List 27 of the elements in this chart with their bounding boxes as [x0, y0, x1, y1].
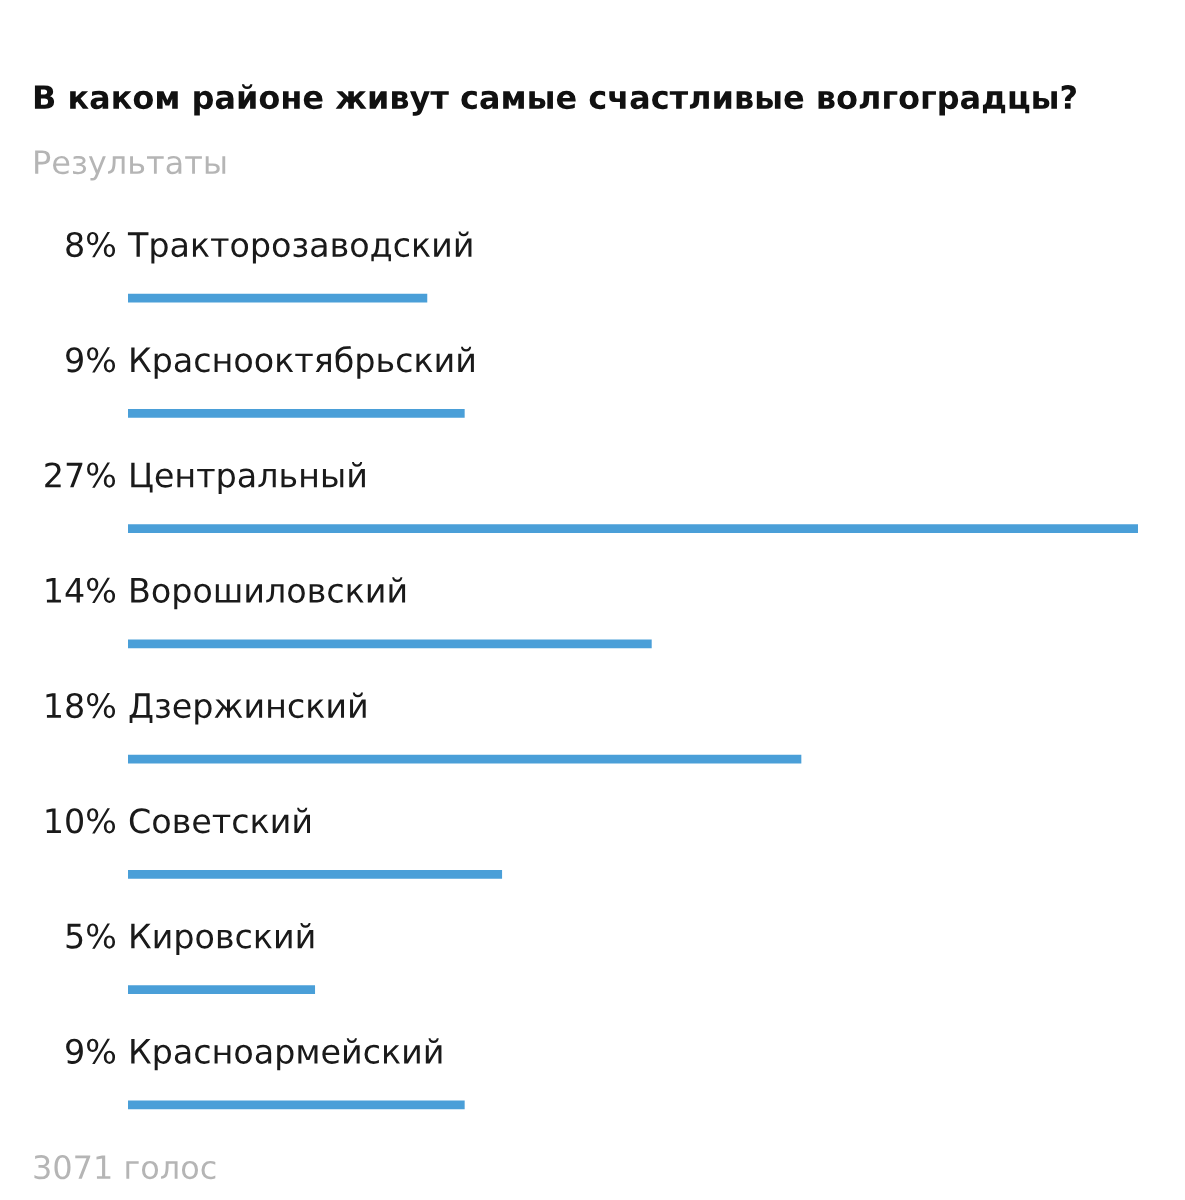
text: 3071 голос [34, 1155, 216, 1180]
bar [128, 985, 316, 994]
data-label: 5% [66, 923, 116, 949]
data-label: 18% [46, 692, 116, 719]
data-label: 9% [66, 1038, 116, 1064]
chart-subtitle: Результаты [35, 150, 226, 181]
bar [128, 754, 802, 764]
data-label: 9% [66, 347, 116, 373]
y-tick-label: Краснооктябрьский [131, 346, 474, 379]
y-tick-label: Советский [129, 807, 310, 834]
bar [128, 409, 465, 418]
y-tick-label: Тракторозаводский [127, 231, 472, 264]
data-label: 27% [45, 462, 116, 488]
y-tick-label: Красноармейский [131, 1038, 442, 1071]
chart-title: В каком районе живут самые счастливые волгоградцы? [34, 84, 1076, 116]
y-tick-label: Дзержинский [129, 692, 366, 725]
data-label: 10% [46, 808, 116, 834]
y-tick-label: Центральный [131, 462, 365, 495]
y-tick-label: Ворошиловский [131, 577, 406, 610]
y-tick-label: Кировский [131, 923, 314, 956]
data-label: 14% [46, 577, 116, 603]
data-label: 8% [66, 231, 116, 258]
bar [128, 293, 428, 303]
bar [128, 639, 652, 649]
bar [128, 1100, 465, 1110]
bar [128, 524, 1138, 533]
bar [128, 870, 503, 879]
